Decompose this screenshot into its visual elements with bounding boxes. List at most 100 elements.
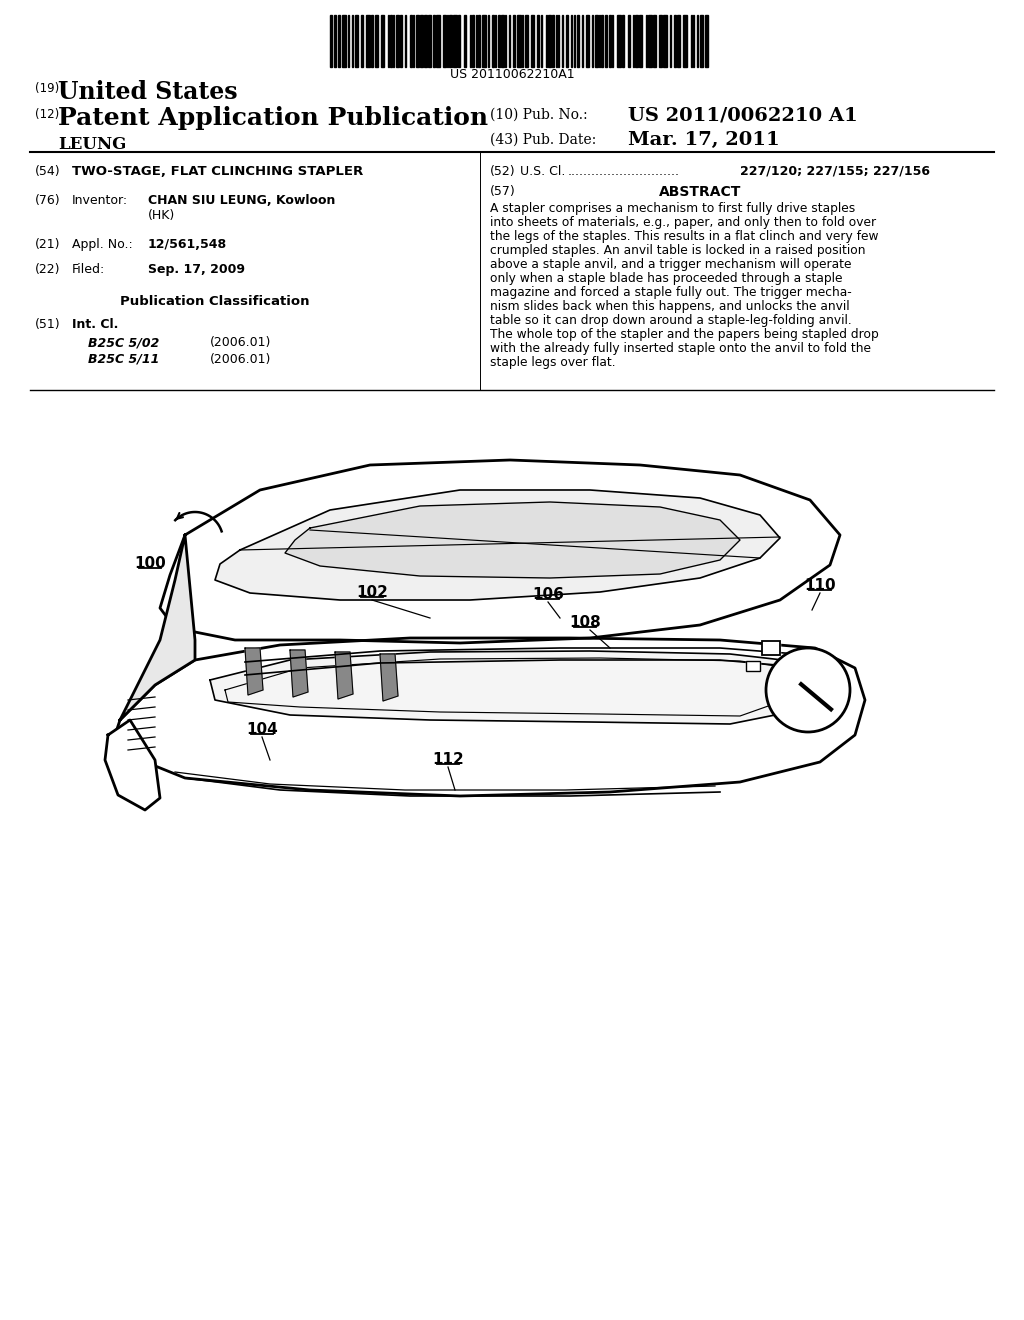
Bar xyxy=(622,15,625,67)
Bar xyxy=(375,15,378,67)
Polygon shape xyxy=(120,535,195,719)
Bar xyxy=(472,15,473,67)
Bar xyxy=(595,15,598,67)
Text: (52): (52) xyxy=(490,165,516,178)
Bar xyxy=(482,15,485,67)
Bar xyxy=(450,15,452,67)
Bar xyxy=(592,15,593,67)
Text: magazine and forced a staple fully out. The trigger mecha-: magazine and forced a staple fully out. … xyxy=(490,286,852,300)
Bar xyxy=(404,15,406,67)
Bar xyxy=(410,15,412,67)
Bar xyxy=(548,15,551,67)
Text: (54): (54) xyxy=(35,165,60,178)
Bar xyxy=(355,15,357,67)
Bar xyxy=(400,15,402,67)
Bar xyxy=(502,15,504,67)
Bar xyxy=(348,15,349,67)
Bar xyxy=(339,15,340,67)
Bar xyxy=(608,15,611,67)
Bar xyxy=(648,15,652,67)
Text: 112: 112 xyxy=(432,752,464,767)
Text: (51): (51) xyxy=(35,318,60,331)
Polygon shape xyxy=(285,502,740,578)
Bar xyxy=(432,15,435,67)
Bar xyxy=(653,15,655,67)
Text: (57): (57) xyxy=(490,185,516,198)
Bar xyxy=(414,15,415,67)
Bar xyxy=(639,15,642,67)
Bar xyxy=(573,15,574,67)
Text: United States: United States xyxy=(58,81,238,104)
Bar xyxy=(522,15,523,67)
Bar xyxy=(605,15,607,67)
Text: crumpled staples. An anvil table is locked in a raised position: crumpled staples. An anvil table is lock… xyxy=(490,244,865,257)
Text: 110: 110 xyxy=(804,578,836,593)
Bar xyxy=(700,15,702,67)
Text: LEUNG: LEUNG xyxy=(58,136,126,153)
Text: (10) Pub. No.:: (10) Pub. No.: xyxy=(490,108,588,121)
Text: U.S. Cl.: U.S. Cl. xyxy=(520,165,565,178)
Text: above a staple anvil, and a trigger mechanism will operate: above a staple anvil, and a trigger mech… xyxy=(490,257,852,271)
Text: 227/120; 227/155; 227/156: 227/120; 227/155; 227/156 xyxy=(740,165,930,178)
Bar xyxy=(361,15,362,67)
Text: B25C 5/11: B25C 5/11 xyxy=(88,352,160,366)
Bar xyxy=(436,15,439,67)
Bar xyxy=(393,15,394,67)
Bar xyxy=(453,15,457,67)
Text: Int. Cl.: Int. Cl. xyxy=(72,318,119,331)
Text: ABSTRACT: ABSTRACT xyxy=(658,185,741,199)
Text: table so it can drop down around a staple-leg-folding anvil.: table so it can drop down around a stapl… xyxy=(490,314,852,327)
Bar xyxy=(628,15,631,67)
Bar xyxy=(447,15,449,67)
Text: (19): (19) xyxy=(35,82,59,95)
Text: (76): (76) xyxy=(35,194,60,207)
Bar xyxy=(683,15,687,67)
Bar xyxy=(578,15,579,67)
Text: B25C 5/02: B25C 5/02 xyxy=(88,337,160,348)
Bar xyxy=(396,15,398,67)
Text: CHAN SIU LEUNG, Kowloon: CHAN SIU LEUNG, Kowloon xyxy=(148,194,336,207)
Bar xyxy=(582,15,584,67)
Bar xyxy=(531,15,534,67)
Bar xyxy=(633,15,634,67)
Text: (HK): (HK) xyxy=(148,209,175,222)
Text: US 2011/0062210 A1: US 2011/0062210 A1 xyxy=(628,106,858,124)
Text: the legs of the staples. This results in a flat clinch and very few: the legs of the staples. This results in… xyxy=(490,230,879,243)
Text: A stapler comprises a mechanism to first fully drive staples: A stapler comprises a mechanism to first… xyxy=(490,202,855,215)
Polygon shape xyxy=(160,459,840,643)
Bar xyxy=(659,15,662,67)
Bar xyxy=(670,15,672,67)
Bar xyxy=(566,15,567,67)
Polygon shape xyxy=(115,638,865,796)
Polygon shape xyxy=(105,719,160,810)
Bar xyxy=(746,661,760,671)
Bar xyxy=(646,15,647,67)
Bar xyxy=(663,15,667,67)
Text: (21): (21) xyxy=(35,238,60,251)
Bar xyxy=(496,15,497,67)
Text: (2006.01): (2006.01) xyxy=(210,352,271,366)
Bar xyxy=(367,15,370,67)
Bar xyxy=(538,15,539,67)
Text: 104: 104 xyxy=(246,722,278,737)
Bar xyxy=(478,15,479,67)
Bar xyxy=(762,642,780,655)
Bar xyxy=(674,15,676,67)
Bar xyxy=(381,15,384,67)
Bar xyxy=(762,642,780,655)
Text: only when a staple blade has proceeded through a staple: only when a staple blade has proceeded t… xyxy=(490,272,843,285)
Text: 108: 108 xyxy=(569,615,601,630)
Bar xyxy=(617,15,621,67)
Bar xyxy=(470,15,471,67)
Text: (2006.01): (2006.01) xyxy=(210,337,271,348)
Text: 106: 106 xyxy=(532,587,564,602)
Polygon shape xyxy=(210,651,820,723)
Bar xyxy=(571,15,572,67)
Bar xyxy=(424,15,427,67)
Text: (43) Pub. Date:: (43) Pub. Date: xyxy=(490,133,596,147)
Bar xyxy=(558,15,559,67)
Bar xyxy=(556,15,557,67)
Bar xyxy=(488,15,489,67)
Bar xyxy=(599,15,600,67)
Bar xyxy=(612,15,613,67)
